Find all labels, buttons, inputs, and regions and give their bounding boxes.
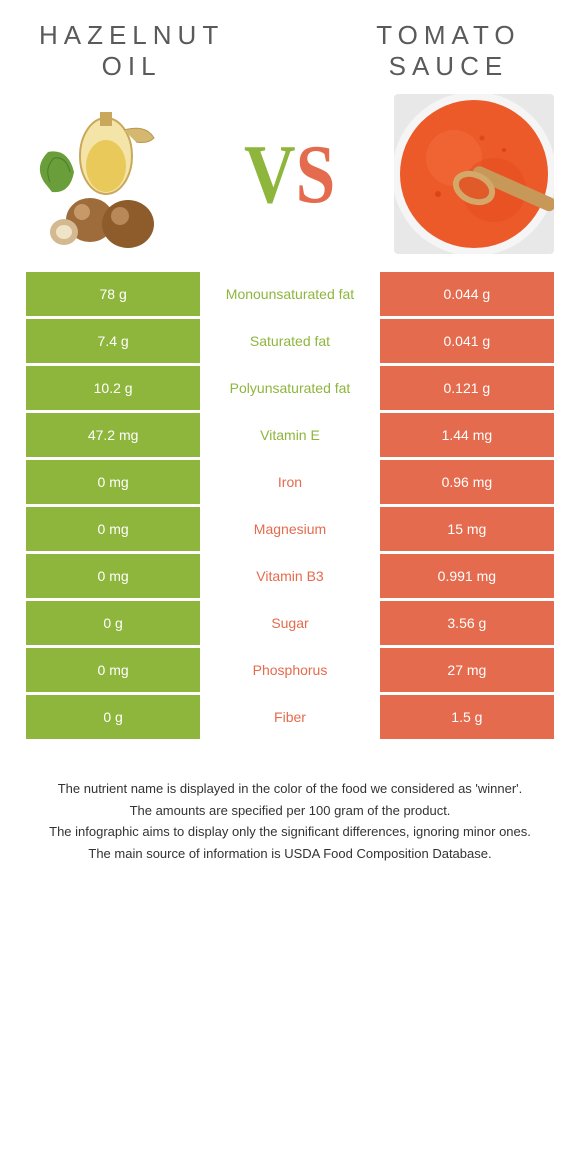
value-left: 0 mg [26, 507, 200, 551]
title-left: Hazelnut oil [26, 20, 237, 82]
footer-line1: The nutrient name is displayed in the co… [36, 779, 544, 799]
vs-v: V [244, 128, 296, 221]
footer-notes: The nutrient name is displayed in the co… [26, 779, 554, 863]
title-right: Tomato sauce [343, 20, 554, 82]
nutrient-label: Phosphorus [200, 648, 380, 692]
value-left: 10.2 g [26, 366, 200, 410]
footer-line2: The amounts are specified per 100 gram o… [36, 801, 544, 821]
nutrient-label: Iron [200, 460, 380, 504]
tomato-sauce-image [394, 94, 554, 254]
value-left: 78 g [26, 272, 200, 316]
title-left-line2: oil [26, 51, 237, 82]
value-left: 0 g [26, 695, 200, 739]
nutrient-label: Polyunsaturated fat [200, 366, 380, 410]
nutrient-row: 0 gSugar3.56 g [26, 601, 554, 645]
nutrient-row: 0 mgVitamin B30.991 mg [26, 554, 554, 598]
nutrient-row: 0 mgMagnesium15 mg [26, 507, 554, 551]
value-left: 0 g [26, 601, 200, 645]
titles-row: Hazelnut oil Tomato sauce [26, 20, 554, 82]
value-right: 1.44 mg [380, 413, 554, 457]
nutrient-table: 78 gMonounsaturated fat0.044 g7.4 gSatur… [26, 272, 554, 739]
nutrient-row: 47.2 mgVitamin E1.44 mg [26, 413, 554, 457]
nutrient-row: 78 gMonounsaturated fat0.044 g [26, 272, 554, 316]
nutrient-row: 0 mgIron0.96 mg [26, 460, 554, 504]
value-right: 27 mg [380, 648, 554, 692]
value-right: 0.044 g [380, 272, 554, 316]
footer-line4: The main source of information is USDA F… [36, 844, 544, 864]
value-right: 0.041 g [380, 319, 554, 363]
title-right-line2: sauce [343, 51, 554, 82]
value-right: 1.5 g [380, 695, 554, 739]
value-right: 3.56 g [380, 601, 554, 645]
nutrient-row: 7.4 gSaturated fat0.041 g [26, 319, 554, 363]
nutrient-row: 10.2 gPolyunsaturated fat0.121 g [26, 366, 554, 410]
value-right: 15 mg [380, 507, 554, 551]
nutrient-label: Vitamin E [200, 413, 380, 457]
vs-s: S [296, 128, 336, 221]
nutrient-label: Monounsaturated fat [200, 272, 380, 316]
nutrient-row: 0 mgPhosphorus27 mg [26, 648, 554, 692]
nutrient-label: Vitamin B3 [200, 554, 380, 598]
nutrient-label: Magnesium [200, 507, 380, 551]
nutrient-label: Sugar [200, 601, 380, 645]
vs-label: VS [244, 126, 335, 223]
value-left: 47.2 mg [26, 413, 200, 457]
hazelnut-oil-image [26, 94, 186, 254]
nutrient-label: Fiber [200, 695, 380, 739]
value-left: 0 mg [26, 460, 200, 504]
value-right: 0.121 g [380, 366, 554, 410]
title-left-line1: Hazelnut [26, 20, 237, 51]
footer-line3: The infographic aims to display only the… [36, 822, 544, 842]
value-right: 0.96 mg [380, 460, 554, 504]
value-left: 7.4 g [26, 319, 200, 363]
value-left: 0 mg [26, 554, 200, 598]
nutrient-label: Saturated fat [200, 319, 380, 363]
value-left: 0 mg [26, 648, 200, 692]
images-row: VS [26, 94, 554, 254]
title-right-line1: Tomato [343, 20, 554, 51]
nutrient-row: 0 gFiber1.5 g [26, 695, 554, 739]
value-right: 0.991 mg [380, 554, 554, 598]
